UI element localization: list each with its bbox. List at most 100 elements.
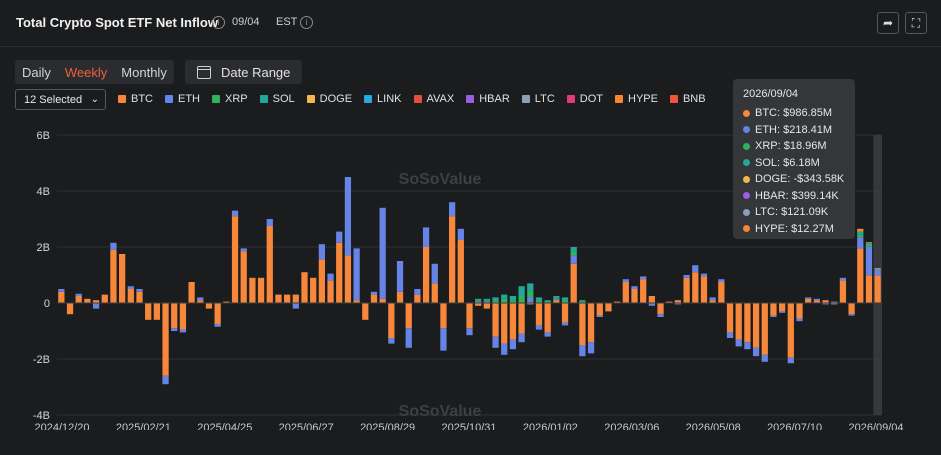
bar-eth: [648, 303, 655, 306]
bar-eth: [162, 375, 169, 385]
bar-eth: [336, 231, 343, 243]
legend-item-avax[interactable]: AVAX: [413, 93, 454, 105]
tooltip-label: DOGE: -$343.58K: [755, 173, 845, 186]
bar-btc: [370, 294, 378, 303]
bar-eth: [805, 297, 812, 299]
y-tick-label: 2B: [37, 242, 50, 254]
bar-eth: [822, 303, 829, 305]
legend-swatch: [413, 95, 422, 103]
legend-item-xrp[interactable]: XRP: [212, 93, 248, 105]
period-monthly[interactable]: Monthly: [121, 64, 167, 80]
legend-item-link[interactable]: LINK: [364, 93, 402, 105]
bar-sol: [492, 297, 499, 301]
bar-btc: [388, 303, 395, 338]
bar-btc: [310, 277, 317, 303]
legend-item-ltc[interactable]: LTC: [521, 93, 555, 105]
chart-header: Total Crypto Spot ETF Net Inflow i 09/04…: [0, 0, 941, 47]
bar-btc: [231, 216, 239, 303]
chart-legend: BTC ETH XRP SOL DOGE LINK AVAX HBAR LTC DOT HYPE BN…: [118, 93, 718, 105]
asset-select[interactable]: 12 Selected ⌄: [15, 89, 106, 110]
bar-eth: [527, 297, 534, 303]
date-range-label: Date Range: [221, 64, 291, 80]
x-tick-label: 2026/03/06: [604, 422, 659, 430]
period-weekly[interactable]: Weekly: [64, 64, 108, 80]
bar-eth: [779, 311, 786, 313]
bar-btc: [501, 303, 508, 344]
info-icon[interactable]: i: [212, 16, 225, 29]
bar-xrp: [518, 296, 525, 303]
tooltip-row: SOL: $6.18M: [743, 155, 845, 172]
bar-eth: [405, 328, 412, 348]
bar-eth: [379, 207, 386, 299]
bar-sol: [501, 294, 508, 299]
bar-eth: [171, 328, 178, 331]
legend-item-btc[interactable]: BTC: [118, 93, 153, 105]
bar-btc: [683, 277, 690, 303]
bar-eth: [422, 227, 430, 247]
tooltip-dot: [743, 225, 750, 233]
bar-btc: [353, 300, 360, 303]
calendar-icon: [197, 65, 211, 79]
legend-label: ETH: [178, 93, 200, 105]
bar-eth: [761, 354, 768, 362]
legend-item-bnb[interactable]: BNB: [669, 93, 706, 105]
bar-eth: [692, 265, 699, 273]
legend-item-hype[interactable]: HYPE: [615, 93, 658, 105]
bar-sol: [865, 242, 873, 244]
bar-btc: [127, 289, 134, 303]
bar-btc: [518, 303, 525, 334]
bar-btc: [787, 303, 794, 358]
legend-label: HBAR: [479, 93, 510, 105]
asset-select-label: 12 Selected: [24, 93, 83, 106]
bar-btc: [75, 296, 82, 303]
bar-btc: [249, 277, 256, 303]
date-range-button[interactable]: Date Range: [185, 60, 302, 84]
legend-label: BNB: [682, 93, 706, 105]
bar-btc: [640, 279, 647, 303]
bar-eth: [787, 357, 794, 364]
legend-item-dot[interactable]: DOT: [566, 93, 603, 105]
bar-eth: [110, 242, 117, 250]
bar-btc: [874, 275, 881, 303]
bar-eth: [440, 328, 447, 351]
legend-label: DOGE: [319, 93, 353, 105]
bar-btc: [266, 226, 273, 303]
bar-btc: [579, 303, 586, 345]
bar-btc: [84, 298, 91, 303]
bar-xrp: [535, 300, 543, 303]
share-icon[interactable]: ➦: [877, 12, 899, 34]
bar-eth: [544, 332, 551, 337]
bar-btc: [162, 303, 169, 376]
bar-btc: [214, 303, 221, 324]
tooltip-label: LTC: $121.09K: [755, 206, 829, 219]
bar-eth: [466, 328, 473, 336]
bar-eth: [231, 210, 239, 217]
bar-btc: [622, 282, 629, 303]
period-toggle: Daily Weekly Monthly: [15, 60, 174, 84]
legend-item-eth[interactable]: ETH: [165, 93, 200, 105]
bar-eth: [327, 273, 334, 281]
bar-eth: [179, 329, 187, 333]
bar-eth: [266, 219, 273, 226]
bar-btc: [492, 303, 499, 337]
legend-item-sol[interactable]: SOL: [259, 93, 295, 105]
legend-item-doge[interactable]: DOGE: [306, 93, 353, 105]
bar-btc: [527, 303, 534, 305]
x-tick-label: 2026/05/08: [686, 422, 741, 430]
tooltip-label: SOL: $6.18M: [755, 156, 820, 169]
period-daily[interactable]: Daily: [22, 64, 51, 80]
legend-item-hbar[interactable]: HBAR: [466, 93, 510, 105]
bar-eth: [640, 276, 647, 280]
bar-btc: [752, 303, 760, 348]
chart-tooltip: 2026/09/04 BTC: $986.85M ETH: $218.41M XRP…: [733, 79, 855, 239]
bar-btc: [136, 291, 143, 303]
legend-swatch: [165, 95, 173, 103]
bar-eth: [631, 286, 638, 289]
fullscreen-icon[interactable]: ⛶: [905, 12, 927, 34]
bar-eth: [396, 261, 404, 292]
bar-btc: [101, 294, 108, 303]
tooltip-label: XRP: $18.96M: [755, 140, 827, 153]
timezone-info-icon[interactable]: i: [300, 16, 313, 29]
bar-eth: [726, 332, 734, 338]
bar-eth: [813, 298, 820, 301]
